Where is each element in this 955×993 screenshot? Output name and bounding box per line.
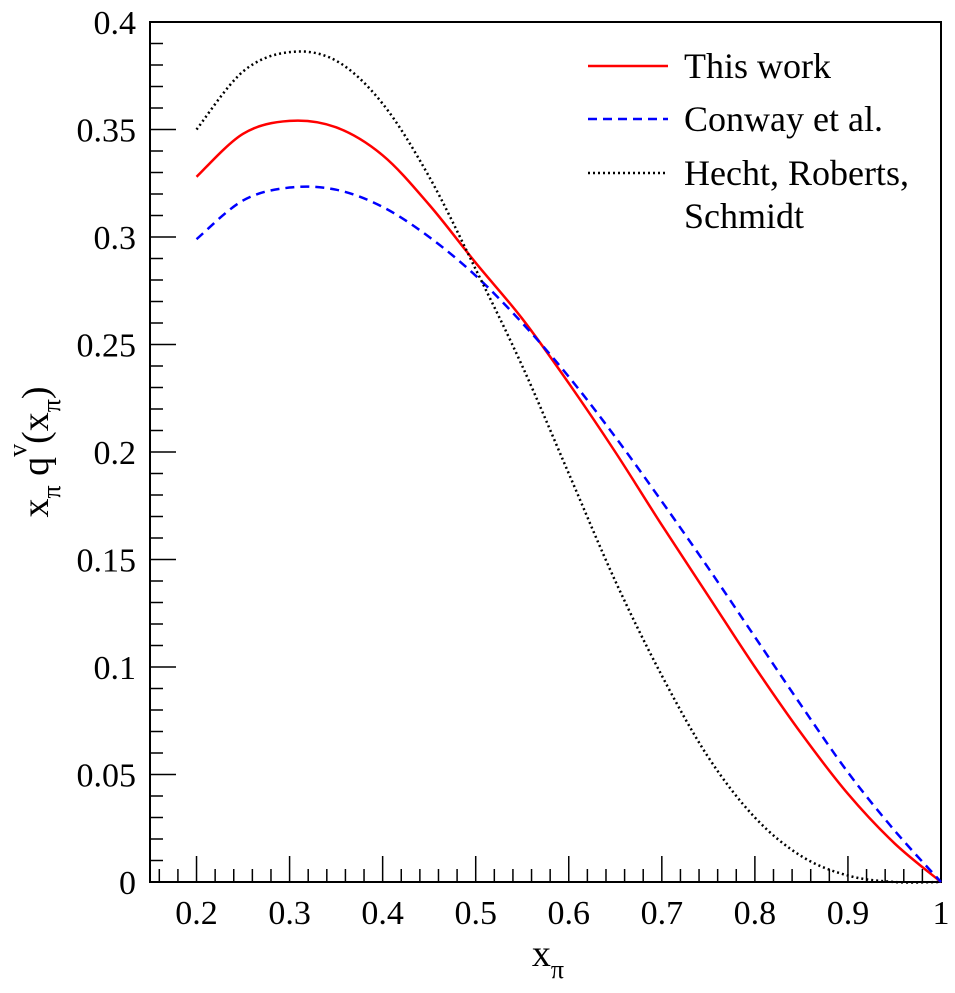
legend-label-hecht-line1: Hecht, Roberts, (684, 153, 909, 193)
y-tick-label: 0.05 (77, 758, 137, 795)
legend-label-hecht: Hecht, Roberts, Schmidt (684, 153, 918, 236)
legend-label-hecht-line2: Schmidt (684, 196, 804, 236)
x-tick-label: 1 (933, 895, 950, 932)
x-tick-label: 0.2 (175, 895, 218, 932)
legend: This work Conway et al. Hecht, Roberts, … (588, 46, 918, 236)
series-line-0 (195, 119, 942, 883)
y-tick-label: 0.15 (77, 543, 137, 580)
series-line-1 (195, 185, 942, 883)
legend-label-conway: Conway et al. (684, 99, 883, 139)
x-tick-label: 0.4 (361, 895, 404, 932)
series-line-2 (195, 50, 942, 884)
y-tick-label: 0 (119, 865, 136, 902)
plot-frame (149, 21, 942, 883)
x-tick-label: 0.9 (827, 895, 870, 932)
y-tick-label: 0.25 (77, 328, 137, 365)
y-tick-label: 0.2 (94, 435, 137, 472)
y-tick-label: 0.4 (94, 5, 137, 42)
axis-ticks (150, 21, 942, 883)
x-tick-label: 0.7 (641, 895, 684, 932)
x-axis-title: xπ (532, 933, 564, 984)
x-tick-label: 0.6 (548, 895, 591, 932)
y-axis-title: xπ qv(xπ) (3, 386, 66, 517)
y-tick-label: 0.3 (94, 220, 137, 257)
y-tick-label: 0.1 (94, 650, 137, 687)
x-tick-label: 0.8 (734, 895, 777, 932)
tick-labels: 0.2 0.3 0.4 0.5 0.6 0.7 0.8 0.9 1 0 0.05 0.1 0.15 0.2… (77, 5, 950, 932)
legend-label-this-work: This work (684, 46, 831, 86)
x-tick-label: 0.3 (268, 895, 311, 932)
x-tick-label: 0.5 (454, 895, 497, 932)
y-tick-label: 0.35 (77, 113, 137, 150)
series-layer (195, 50, 942, 884)
